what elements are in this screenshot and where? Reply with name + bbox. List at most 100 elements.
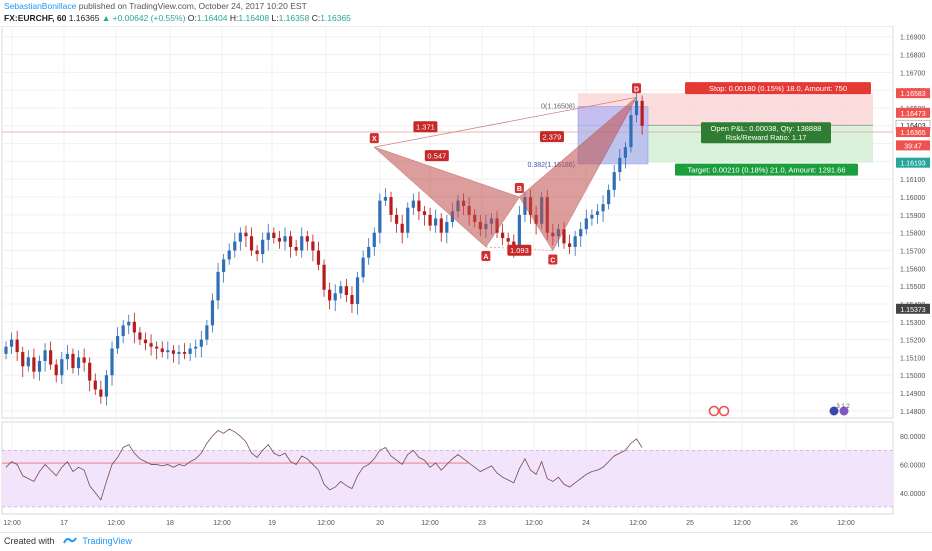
candle-body[interactable] [116, 336, 120, 349]
candle-body[interactable] [37, 360, 42, 372]
candle-body[interactable] [76, 357, 81, 369]
event-icon[interactable] [718, 405, 730, 417]
candle-body[interactable] [383, 197, 388, 201]
candle-body[interactable] [255, 250, 259, 255]
candle-body[interactable] [640, 100, 644, 126]
candle-body[interactable] [222, 259, 226, 272]
candle-body[interactable] [132, 321, 136, 333]
event-icon[interactable] [708, 405, 720, 417]
candle-body[interactable] [344, 286, 348, 296]
candle-body[interactable] [82, 357, 86, 363]
event-icon[interactable] [829, 406, 839, 416]
candle-body[interactable] [406, 207, 410, 233]
candle-body[interactable] [562, 229, 566, 244]
candle-body[interactable] [567, 243, 572, 247]
candle-body[interactable] [623, 147, 627, 158]
stop-label[interactable]: Stop: 0.00180 (0.15%) 18.0, Amount: 750 [685, 82, 871, 95]
candle-body[interactable] [104, 375, 109, 397]
candle-body[interactable] [9, 339, 14, 347]
candle-body[interactable] [607, 189, 611, 205]
candle-body[interactable] [283, 236, 287, 242]
candle-body[interactable] [512, 241, 516, 247]
candle-body[interactable] [501, 232, 505, 239]
event-bubbles[interactable]: 3 1 2 [708, 404, 851, 417]
candle-body[interactable] [65, 353, 69, 360]
candle-body[interactable] [60, 359, 64, 376]
candle-body[interactable] [261, 239, 265, 255]
pnl-label[interactable]: Open P&L: 0.00038, Qty: 138888Risk/Rewar… [701, 122, 831, 144]
candle-body[interactable] [266, 232, 270, 240]
author-link[interactable]: SebastianBonillace [4, 1, 77, 11]
candle-body[interactable] [294, 246, 298, 251]
candle-body[interactable] [428, 214, 432, 226]
candle-body[interactable] [400, 223, 404, 233]
event-icon[interactable] [839, 406, 849, 416]
candle-body[interactable] [4, 346, 8, 354]
candle-body[interactable] [506, 238, 510, 242]
candle-body[interactable] [233, 241, 237, 251]
candle-body[interactable] [579, 229, 583, 237]
candle-body[interactable] [339, 286, 343, 294]
candle-body[interactable] [26, 357, 30, 367]
candle-body[interactable] [395, 214, 399, 224]
candle-body[interactable] [378, 200, 382, 233]
candle-body[interactable] [238, 232, 242, 242]
candle-body[interactable] [138, 332, 142, 340]
candle-body[interactable] [361, 257, 365, 278]
candle-body[interactable] [434, 218, 438, 226]
candle-body[interactable] [445, 222, 449, 233]
candle-body[interactable] [612, 172, 616, 190]
candle-body[interactable] [149, 343, 153, 347]
candle-body[interactable] [43, 350, 47, 361]
candle-body[interactable] [333, 293, 337, 301]
tradingview-link[interactable]: TradingView [82, 536, 132, 546]
candle-body[interactable] [272, 232, 276, 239]
rsi-line[interactable] [5, 428, 643, 501]
candle-body[interactable] [629, 115, 633, 148]
candle-body[interactable] [517, 214, 521, 247]
candle-body[interactable] [311, 241, 315, 251]
candle-body[interactable] [71, 353, 75, 369]
candle-body[interactable] [88, 362, 92, 381]
candle-body[interactable] [355, 277, 360, 304]
candle-body[interactable] [417, 200, 421, 212]
pattern-point-x[interactable]: X [369, 133, 379, 144]
candle-body[interactable] [155, 346, 159, 349]
candle-body[interactable] [54, 364, 58, 376]
candle-body[interactable] [110, 348, 114, 376]
candle-body[interactable] [316, 250, 321, 265]
candle-body[interactable] [595, 211, 600, 215]
candle-body[interactable] [216, 271, 220, 301]
candle-body[interactable] [182, 352, 187, 354]
candle-body[interactable] [601, 204, 605, 212]
candle-body[interactable] [350, 295, 354, 304]
candle-body[interactable] [439, 218, 443, 233]
candle-body[interactable] [300, 236, 304, 251]
pattern-point-a[interactable]: A [481, 250, 491, 261]
candle-body[interactable] [166, 350, 170, 353]
candle-body[interactable] [127, 321, 131, 326]
candle-body[interactable] [99, 389, 103, 397]
candle-body[interactable] [143, 339, 148, 344]
pattern-point-b[interactable]: B [514, 183, 524, 194]
candle-body[interactable] [277, 238, 282, 242]
candle-body[interactable] [422, 211, 427, 215]
candle-body[interactable] [205, 325, 209, 340]
candle-body[interactable] [194, 346, 198, 349]
symbol-label[interactable]: FX:EURCHF, 60 [4, 13, 67, 23]
candle-body[interactable] [244, 232, 248, 237]
candle-body[interactable] [199, 339, 203, 347]
candle-body[interactable] [21, 352, 25, 367]
candle-body[interactable] [32, 357, 36, 372]
candle-body[interactable] [177, 352, 181, 354]
candle-body[interactable] [210, 300, 215, 326]
candle-body[interactable] [160, 348, 164, 353]
candle-body[interactable] [93, 380, 97, 390]
target-label[interactable]: Target: 0.00210 (0.18%) 21.0, Amount: 12… [675, 163, 858, 176]
candle-body[interactable] [249, 236, 254, 251]
candle-body[interactable] [573, 236, 577, 247]
candle-body[interactable] [328, 289, 332, 301]
candle-body[interactable] [634, 100, 639, 116]
candle-body[interactable] [590, 214, 594, 219]
candle-body[interactable] [618, 157, 622, 173]
